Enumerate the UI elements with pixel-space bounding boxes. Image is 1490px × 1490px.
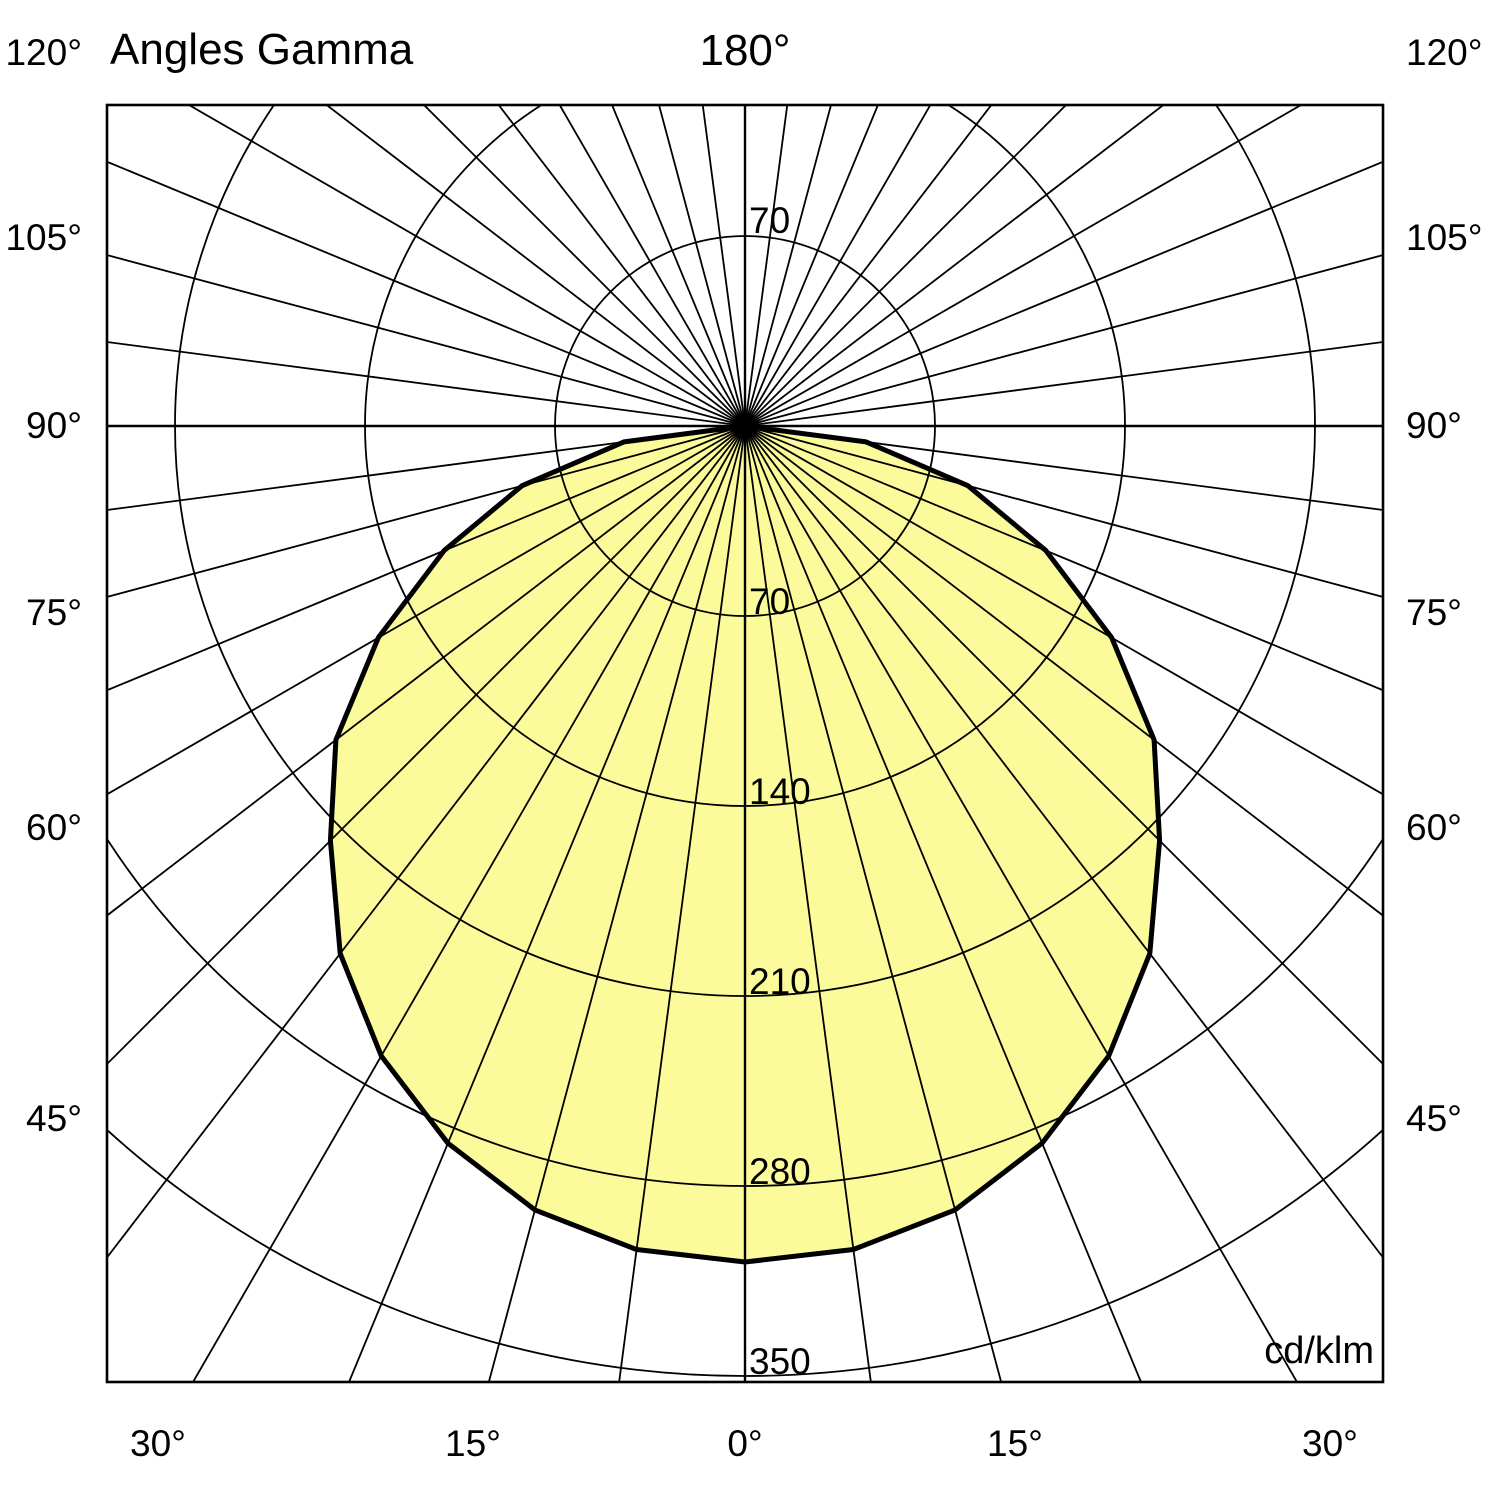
- gamma-ray: [744, 105, 879, 427]
- gamma-label-bottom-2: 0°: [727, 1423, 762, 1464]
- gamma-label-left-75: 75°: [26, 592, 82, 633]
- intensity-ring-350: [107, 1128, 1383, 1377]
- gamma-ray: [744, 425, 872, 1382]
- gamma-ray: [744, 105, 832, 427]
- axis-labels-layer: Angles Gamma 180° cd/klm 120° 105° 90° 75° 6…: [5, 25, 1482, 1464]
- ring-value-label-top-70: 70: [749, 200, 790, 241]
- gamma-ray: [658, 105, 746, 427]
- ring-value-label-140: 140: [749, 771, 811, 812]
- gamma-label-right-90: 90°: [1406, 405, 1462, 446]
- gamma-ray: [744, 425, 1383, 598]
- intensity-ring-70: [554, 235, 936, 617]
- gamma-ray: [744, 425, 1383, 796]
- gamma-ray: [744, 425, 1003, 1382]
- gamma-ray: [744, 105, 932, 427]
- gamma-ray: [744, 254, 1383, 427]
- gamma-label-right-105: 105°: [1406, 217, 1483, 258]
- gamma-ray: [107, 425, 746, 917]
- gamma-label-left-45: 45°: [26, 1098, 82, 1139]
- gamma-ray: [744, 425, 1383, 511]
- ring-value-label-280: 280: [749, 1151, 811, 1192]
- gamma-ray: [325, 105, 746, 427]
- gamma-ray: [107, 425, 746, 598]
- gamma-ray: [192, 425, 746, 1382]
- gamma-ray: [744, 425, 1383, 1066]
- unit-label: cd/klm: [1264, 1330, 1374, 1372]
- top-gamma-label-180: 180°: [699, 26, 790, 75]
- gamma-ray: [744, 105, 1165, 427]
- gamma-label-bottom-0: 30°: [130, 1423, 186, 1464]
- gamma-label-left-120: 120°: [5, 32, 82, 73]
- gamma-ray: [497, 105, 746, 427]
- gamma-label-right-45: 45°: [1406, 1098, 1462, 1139]
- gamma-ray: [618, 425, 746, 1382]
- gamma-ray: [348, 425, 746, 1382]
- gamma-ray: [487, 425, 746, 1382]
- gamma-ray: [701, 105, 746, 427]
- gamma-ray: [611, 105, 746, 427]
- gamma-ray: [744, 425, 1383, 1259]
- gamma-ray: [187, 105, 746, 427]
- gamma-ray: [744, 105, 1068, 427]
- intensity-curve-outline-layer: [327, 423, 1163, 1265]
- gamma-ray: [744, 341, 1383, 427]
- ring-value-label-210: 210: [749, 961, 811, 1002]
- intensity-ring-210: [174, 105, 1316, 997]
- gamma-label-bottom-1: 15°: [445, 1423, 501, 1464]
- gamma-label-bottom-4: 30°: [1302, 1423, 1358, 1464]
- gamma-label-bottom-3: 15°: [987, 1423, 1043, 1464]
- gamma-ray: [558, 105, 746, 427]
- gamma-ray: [744, 105, 789, 427]
- intensity-curve-outline: [327, 423, 1163, 1265]
- gamma-label-left-60: 60°: [26, 807, 82, 848]
- chart-title: Angles Gamma: [110, 25, 414, 74]
- plot-border: [105, 103, 1385, 1384]
- gamma-ray: [744, 425, 1142, 1382]
- gamma-label-right-75: 75°: [1406, 592, 1462, 633]
- gamma-ray: [107, 160, 746, 427]
- gamma-ray: [107, 425, 746, 1259]
- gamma-ray: [107, 425, 746, 1066]
- gamma-label-right-60: 60°: [1406, 807, 1462, 848]
- gamma-ray: [744, 160, 1383, 427]
- gamma-ray: [107, 425, 746, 511]
- gamma-ray: [107, 341, 746, 427]
- gamma-ray: [744, 425, 1383, 692]
- ring-value-label-70: 70: [749, 581, 790, 622]
- gamma-label-left-105: 105°: [5, 217, 82, 258]
- intensity-ring-280: [107, 837, 1383, 1187]
- intensity-ring-140: [364, 105, 1126, 807]
- gamma-ray: [744, 425, 1383, 917]
- gamma-ray: [744, 425, 1298, 1382]
- gamma-label-right-120: 120°: [1406, 32, 1483, 73]
- gamma-ray: [422, 105, 746, 427]
- gamma-label-left-90: 90°: [26, 405, 82, 446]
- gamma-ray: [107, 425, 746, 796]
- gamma-ray: [107, 254, 746, 427]
- gamma-ray: [744, 105, 993, 427]
- gamma-ray: [744, 105, 1303, 427]
- gamma-ray: [107, 425, 746, 692]
- ring-value-label-350: 350: [749, 1341, 811, 1382]
